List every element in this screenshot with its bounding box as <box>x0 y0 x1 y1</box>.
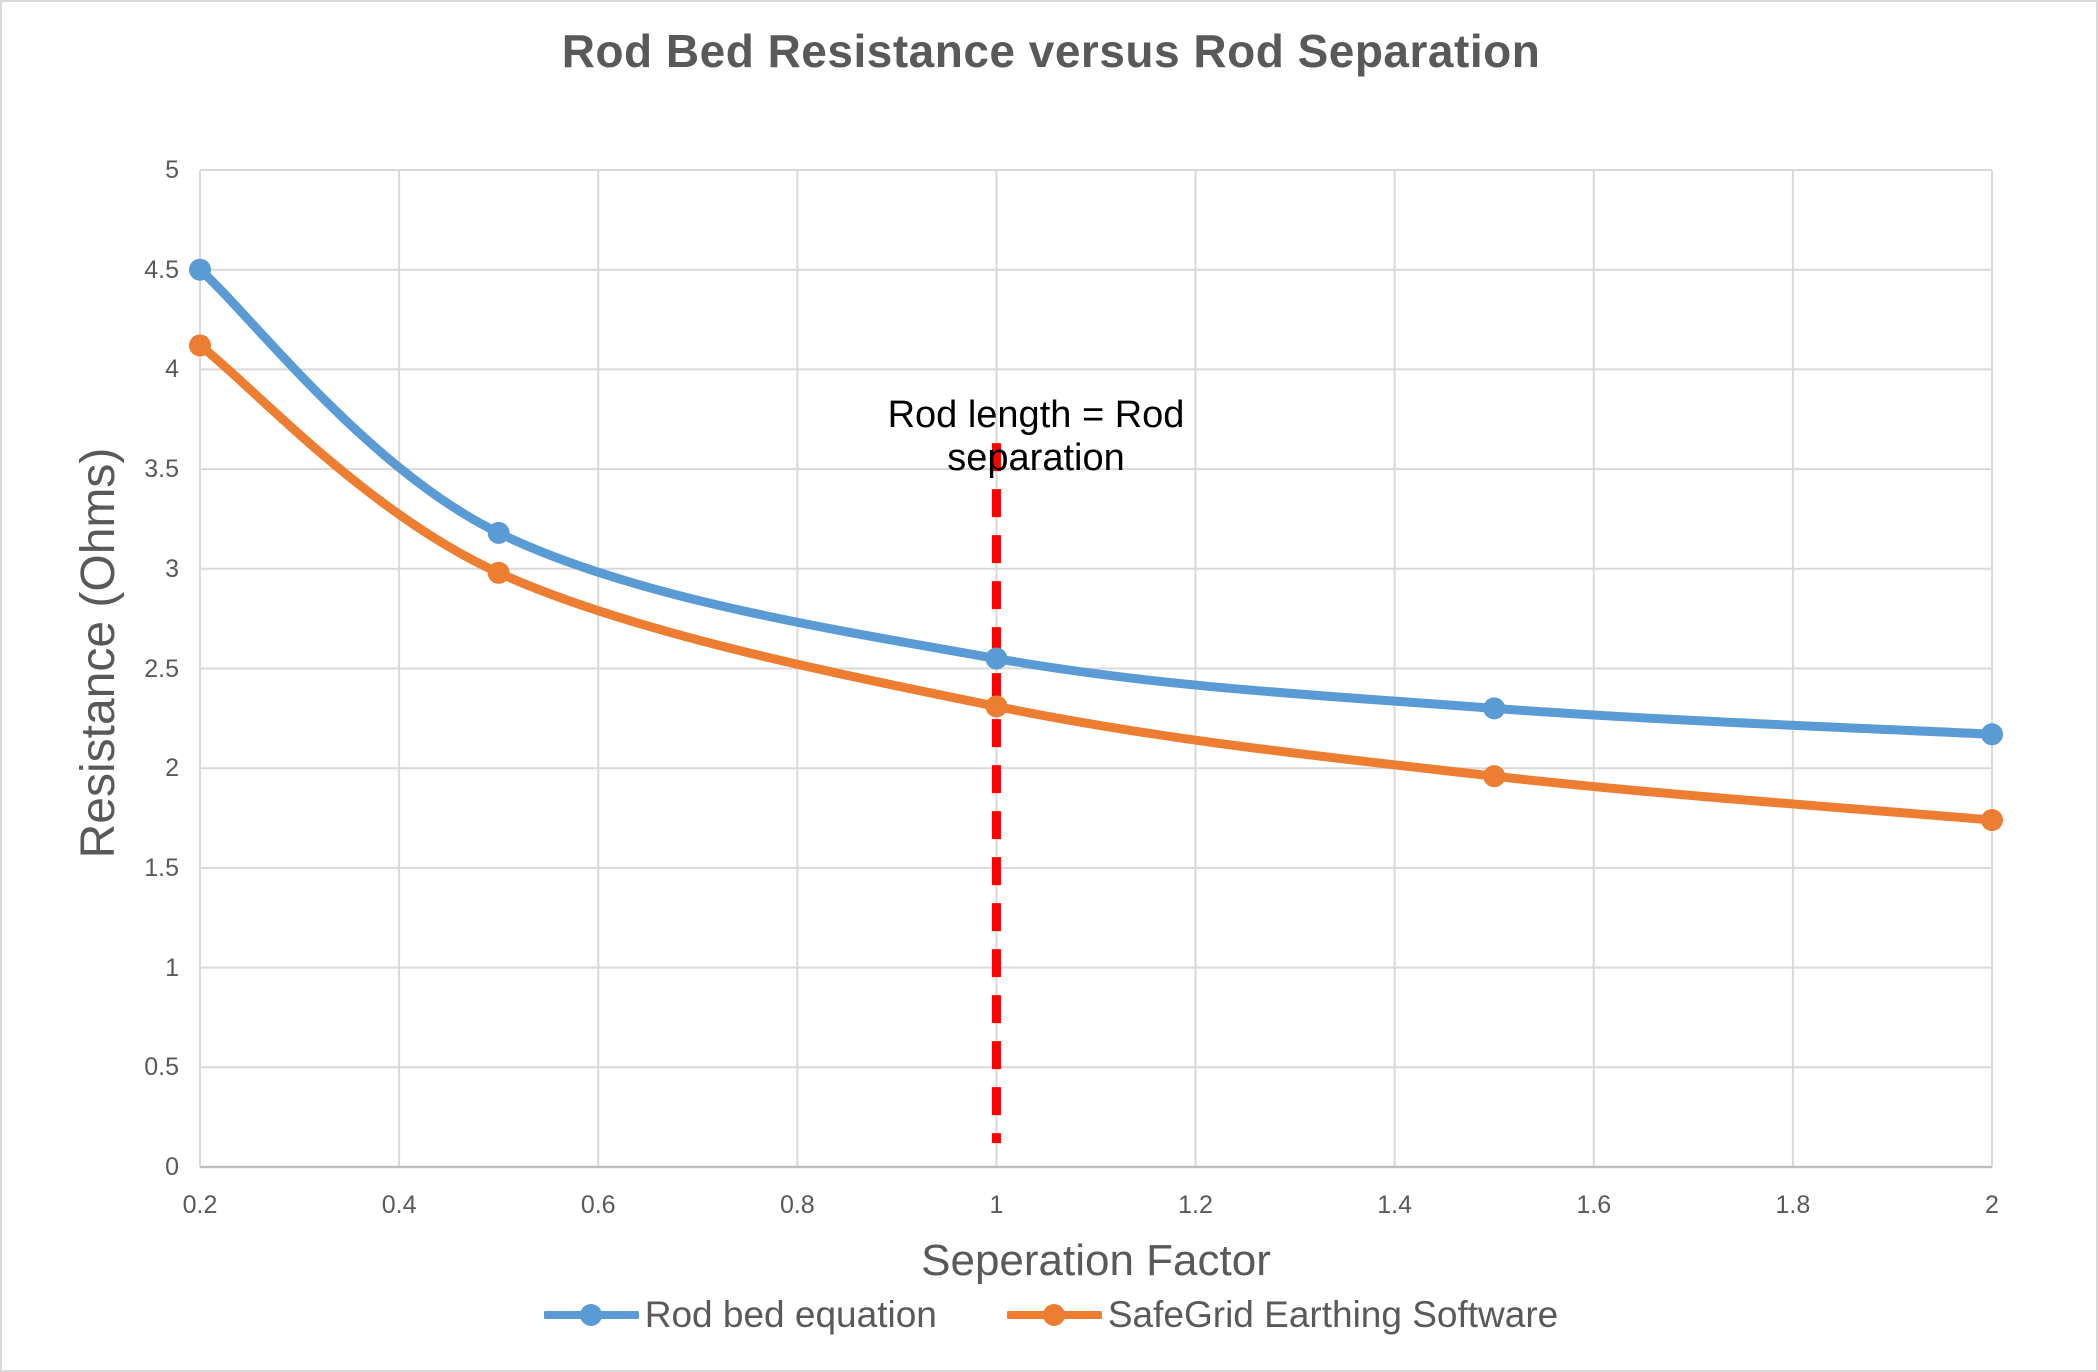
y-tick-label: 4.5 <box>144 255 179 284</box>
x-tick-label: 0.8 <box>779 1191 815 1219</box>
legend-label: SafeGrid Earthing Software <box>1107 1294 1559 1335</box>
data-point-marker <box>985 647 1008 670</box>
data-point-marker <box>487 561 510 584</box>
y-tick-label: 2 <box>165 754 179 783</box>
y-tick-label: 3 <box>165 554 179 583</box>
data-point-marker <box>1483 765 1506 788</box>
x-tick-label: 1.6 <box>1576 1191 1612 1219</box>
legend: Rod bed equation SafeGrid Earthing Softwa… <box>2 1294 2096 1336</box>
data-point-marker <box>1981 809 2003 832</box>
legend-label: Rod bed equation <box>644 1294 937 1335</box>
legend-marker-icon <box>1006 1304 1102 1326</box>
x-tick-label: 0.2 <box>182 1191 218 1219</box>
data-point-marker <box>1981 723 2003 746</box>
x-tick-label: 1.8 <box>1775 1191 1811 1219</box>
legend-item: Rod bed equation <box>543 1294 937 1336</box>
y-tick-label: 2.5 <box>144 654 179 683</box>
x-tick-label: 1.2 <box>1178 1191 1213 1219</box>
data-point-marker <box>189 334 211 357</box>
data-point-marker <box>985 695 1008 718</box>
data-point-marker <box>189 258 211 281</box>
legend-item: SafeGrid Earthing Software <box>1006 1294 1559 1336</box>
chart-title: Rod Bed Resistance versus Rod Separation <box>561 25 1541 77</box>
x-tick-label: 1.4 <box>1377 1191 1413 1219</box>
y-tick-label: 1 <box>165 953 179 982</box>
y-tick-label: 0 <box>165 1153 179 1181</box>
x-tick-label: 1 <box>989 1191 1004 1219</box>
legend-marker-icon <box>543 1304 639 1326</box>
reference-line-annotation: Rod length = Rod separation <box>887 394 1185 479</box>
y-tick-label: 5 <box>165 156 179 184</box>
x-tick-label: 0.6 <box>580 1191 616 1219</box>
series-line <box>195 265 1997 739</box>
y-axis-title: Resistance (Ohms) <box>72 447 125 859</box>
data-point-marker <box>487 521 510 544</box>
y-tick-label: 4 <box>165 355 179 384</box>
series-line <box>195 340 1997 825</box>
x-tick-label: 0.4 <box>381 1191 417 1219</box>
x-axis-title: Seperation Factor <box>921 1236 1271 1285</box>
x-tick-label: 2 <box>1985 1191 1999 1219</box>
data-point-marker <box>1483 697 1506 720</box>
y-tick-label: 3.5 <box>144 455 179 484</box>
y-tick-label: 1.5 <box>144 853 179 882</box>
y-tick-label: 0.5 <box>144 1053 179 1082</box>
